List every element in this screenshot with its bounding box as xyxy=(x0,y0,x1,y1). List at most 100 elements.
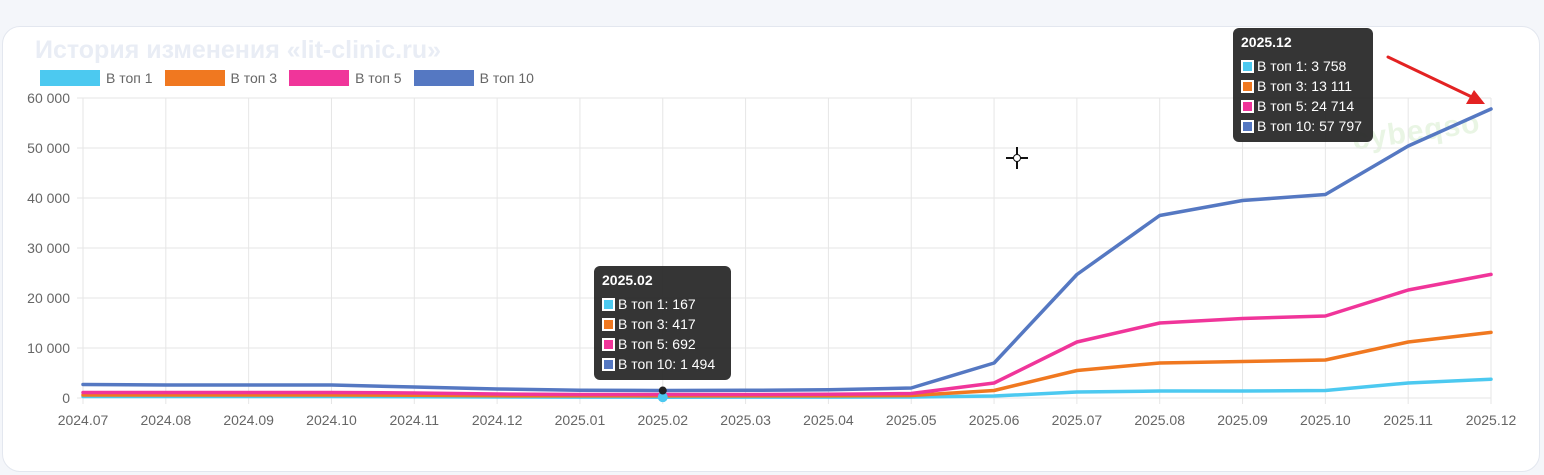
tooltip-title: 2025.12 xyxy=(1241,34,1292,50)
data-point xyxy=(1241,317,1244,320)
data-point xyxy=(992,389,996,392)
x-tick-label: 2025.07 xyxy=(1052,412,1103,428)
tooltip-swatch xyxy=(602,297,615,311)
chart-legend: В топ 1 В топ 3 В топ 5 В топ 10 xyxy=(40,68,534,88)
data-point xyxy=(1489,331,1493,334)
data-point xyxy=(744,389,747,392)
legend-label-top3: В топ 3 xyxy=(230,70,278,86)
data-point xyxy=(330,383,333,387)
data-point xyxy=(992,381,996,385)
card-title: История изменения «lit-clinic.ru» xyxy=(27,33,450,67)
data-point xyxy=(744,393,747,396)
tooltip-row: В топ 1: 3 758 xyxy=(1241,56,1365,76)
data-point xyxy=(247,391,250,394)
data-point xyxy=(413,385,416,389)
data-point xyxy=(1158,214,1161,217)
data-point xyxy=(413,391,416,395)
y-tick-label: 50 000 xyxy=(27,140,70,156)
tooltip-row-text: В топ 10: 57 797 xyxy=(1257,118,1362,134)
tooltip-row-text: В топ 3: 13 111 xyxy=(1257,78,1353,94)
data-point xyxy=(164,391,168,394)
tooltip-2025-12: 2025.12 В топ 1: 3 758 В топ 3: 13 111 В… xyxy=(1233,28,1373,142)
x-tick-label: 2024.09 xyxy=(223,412,274,428)
legend-item-top10[interactable]: В топ 10 xyxy=(413,70,534,86)
data-point xyxy=(495,392,499,396)
x-tick-label: 2025.03 xyxy=(720,412,771,428)
legend-item-top3[interactable]: В топ 3 xyxy=(164,70,278,86)
data-point xyxy=(992,361,996,365)
data-point xyxy=(1241,199,1244,202)
data-point xyxy=(1489,273,1493,276)
legend-label-top5: В топ 5 xyxy=(355,70,402,86)
legend-label-top1: В топ 1 xyxy=(106,70,153,86)
data-point xyxy=(81,393,85,397)
tooltip-row: В топ 3: 417 xyxy=(602,314,723,334)
tooltip-row: В топ 5: 692 xyxy=(602,334,723,354)
data-point xyxy=(1158,361,1161,365)
data-point xyxy=(164,393,168,397)
tooltip-row-text: В топ 5: 24 714 xyxy=(1257,98,1355,114)
tooltip-2025-02: 2025.02 В топ 1: 167 В топ 3: 417 В топ … xyxy=(594,266,731,380)
x-tick-label: 2024.10 xyxy=(306,412,357,428)
tooltip-swatch xyxy=(602,317,615,331)
y-tick-label: 60 000 xyxy=(27,90,70,106)
data-point xyxy=(1324,193,1327,196)
data-point xyxy=(495,387,499,391)
legend-swatch-top1 xyxy=(40,70,100,86)
x-tick-label: 2025.12 xyxy=(1466,412,1517,428)
data-point xyxy=(578,389,582,392)
x-tick-label: 2024.12 xyxy=(472,412,523,428)
data-point xyxy=(1489,378,1493,381)
tooltip-row: В топ 3: 13 111 xyxy=(1241,76,1365,96)
data-point xyxy=(1158,389,1161,393)
y-tick-label: 20 000 xyxy=(27,290,70,306)
x-tick-label: 2025.02 xyxy=(637,412,688,428)
data-point xyxy=(247,383,250,387)
y-tick-label: 0 xyxy=(62,390,70,406)
data-point xyxy=(1324,314,1327,318)
data-point xyxy=(1158,321,1161,325)
data-point xyxy=(1324,389,1327,392)
data-point xyxy=(1075,369,1079,372)
y-tick-label: 10 000 xyxy=(27,340,70,356)
x-tick-label: 2025.05 xyxy=(886,412,937,428)
tooltip-row: В топ 10: 57 797 xyxy=(1241,116,1365,136)
tooltip-swatch xyxy=(602,337,615,351)
legend-swatch-top10 xyxy=(413,70,474,86)
data-point xyxy=(247,393,250,397)
crosshair-cursor-icon xyxy=(1006,147,1028,169)
x-tick-label: 2025.09 xyxy=(1217,412,1268,428)
x-tick-label: 2024.11 xyxy=(390,412,440,428)
legend-item-top5[interactable]: В топ 5 xyxy=(289,70,402,86)
data-point xyxy=(1406,340,1410,344)
x-tick-label: 2025.01 xyxy=(555,412,606,428)
hover-marker xyxy=(657,392,668,403)
data-point xyxy=(1075,273,1079,276)
data-point xyxy=(1406,288,1410,292)
data-point xyxy=(1489,107,1493,111)
annotation-arrow-icon xyxy=(1386,55,1476,100)
x-tick-label: 2024.08 xyxy=(141,412,192,428)
data-point xyxy=(330,393,333,397)
data-point xyxy=(992,394,996,398)
x-tick-label: 2025.04 xyxy=(803,412,854,428)
arrow-head-icon xyxy=(1466,90,1485,104)
series-line-3 xyxy=(81,272,1493,397)
y-tick-label: 40 000 xyxy=(27,190,70,206)
data-point xyxy=(910,386,913,390)
tooltip-swatch xyxy=(1241,59,1254,73)
data-point xyxy=(910,392,913,395)
tooltip-row-text: В топ 3: 417 xyxy=(618,316,696,332)
data-point xyxy=(81,383,85,386)
data-point xyxy=(1241,389,1244,393)
legend-swatch-top3 xyxy=(164,70,225,86)
tooltip-swatch xyxy=(602,357,615,371)
legend-swatch-top5 xyxy=(289,70,350,86)
tooltip-swatch xyxy=(1241,79,1254,93)
legend-item-top1[interactable]: В топ 1 xyxy=(40,70,153,86)
tooltip-row: В топ 5: 24 714 xyxy=(1241,96,1365,116)
data-point xyxy=(578,393,582,396)
tooltip-swatch xyxy=(1241,119,1254,133)
x-tick-label: 2025.10 xyxy=(1300,412,1351,428)
